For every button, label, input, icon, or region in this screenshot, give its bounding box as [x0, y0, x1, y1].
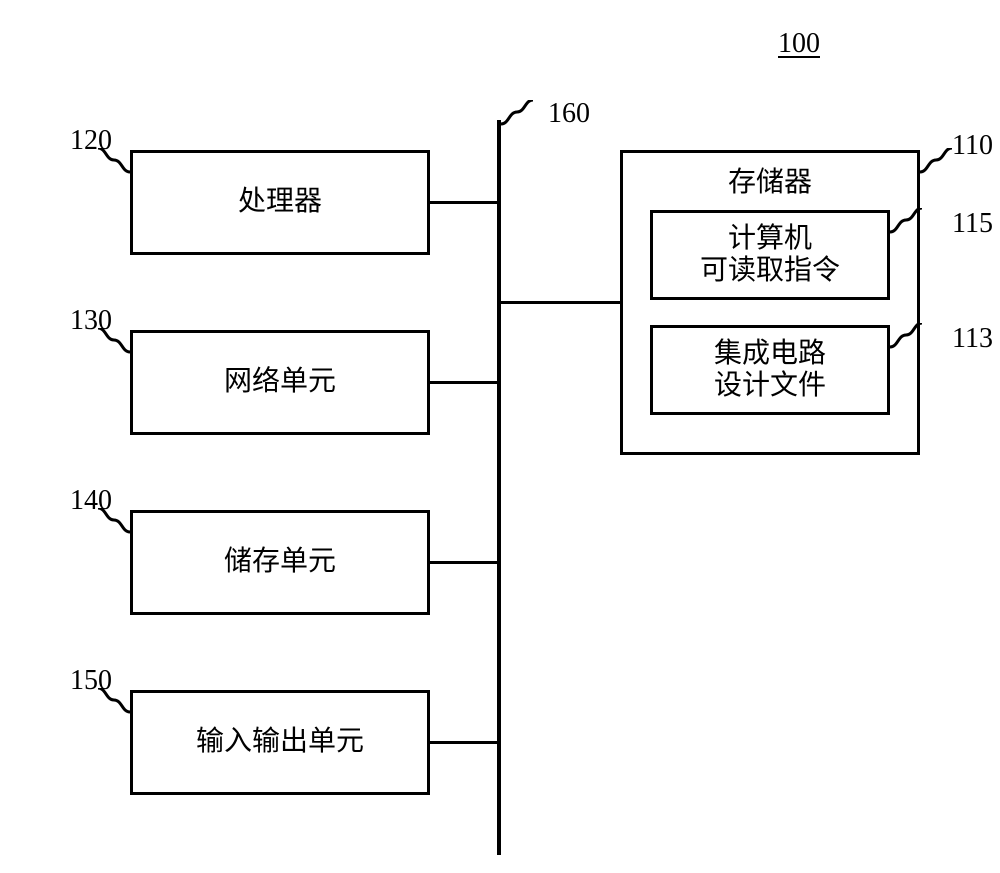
block-io: 输入输出单元 — [130, 690, 430, 795]
block-icfile: 集成电路 设计文件 — [650, 325, 890, 415]
icfile-ref-label: 113 — [952, 323, 993, 355]
connector-memory — [501, 301, 620, 304]
memory-leader-icon — [920, 148, 954, 174]
diagram-canvas: 100 160 处理器 120 网络单元 130 储存单元 140 输入输出单元… — [0, 0, 1000, 873]
bus-ref-label: 160 — [548, 98, 590, 130]
block-processor: 处理器 — [130, 150, 430, 255]
storage-ref-label: 140 — [70, 485, 112, 517]
memory-ref-label: 110 — [952, 130, 993, 162]
block-instructions: 计算机 可读取指令 — [650, 210, 890, 300]
block-instructions-line1: 计算机 — [728, 223, 812, 255]
connector-io — [430, 741, 497, 744]
connector-network — [430, 381, 497, 384]
bus-line — [497, 120, 501, 855]
block-io-text: 输入输出单元 — [196, 726, 364, 758]
block-network: 网络单元 — [130, 330, 430, 435]
block-storage: 储存单元 — [130, 510, 430, 615]
system-ref-label: 100 — [778, 28, 820, 60]
bus-leader-icon — [501, 100, 535, 126]
block-icfile-line1: 集成电路 — [714, 338, 826, 370]
io-ref-label: 150 — [70, 665, 112, 697]
instructions-ref-label: 115 — [952, 208, 993, 240]
block-processor-text: 处理器 — [238, 186, 322, 218]
instructions-leader-icon — [890, 208, 924, 234]
block-network-text: 网络单元 — [224, 366, 336, 398]
block-storage-text: 储存单元 — [224, 546, 336, 578]
icfile-leader-icon — [890, 323, 924, 349]
block-instructions-line2: 可读取指令 — [700, 255, 840, 287]
processor-ref-label: 120 — [70, 125, 112, 157]
block-memory-title: 存储器 — [728, 167, 812, 199]
connector-processor — [430, 201, 497, 204]
network-ref-label: 130 — [70, 305, 112, 337]
block-icfile-line2: 设计文件 — [714, 370, 826, 402]
connector-storage — [430, 561, 497, 564]
